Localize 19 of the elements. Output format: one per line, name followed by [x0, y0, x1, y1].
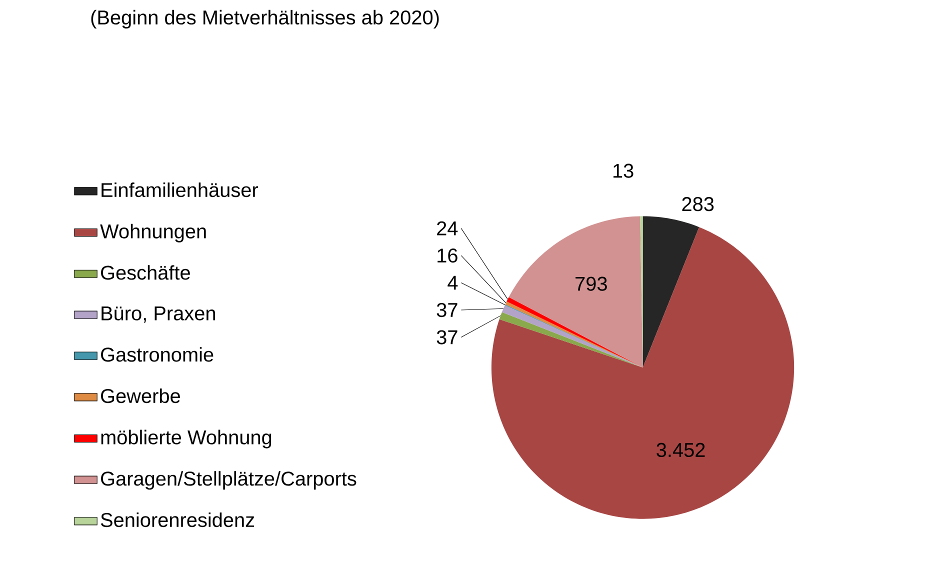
data-label: 16: [438, 248, 458, 263]
chart-title: (Beginn des Mietverhältnisses ab 2020): [91, 10, 439, 29]
data-label: 37: [436, 330, 458, 344]
legend-label: Seniorenresidenz: [100, 512, 254, 528]
legend-label: Wohnungen: [100, 224, 206, 242]
legend-label: möblierte Wohnung: [101, 430, 272, 448]
legend-label: Einfamilienhäuser: [102, 182, 258, 198]
data-label: 13: [613, 164, 634, 178]
legend-label: Gastronomie: [101, 347, 214, 362]
legend-label: Garagen/Stellplätze/Carports: [101, 471, 356, 490]
data-label: 37: [436, 303, 458, 318]
legend-label: Gewerbe: [101, 388, 180, 404]
legend-label: Büro, Praxen: [102, 306, 215, 323]
data-label: 283: [682, 197, 714, 212]
data-label: 4: [448, 276, 458, 290]
data-label: 793: [576, 276, 607, 291]
legend-label: Geschäfte: [101, 265, 190, 280]
data-label: 3.452: [656, 442, 705, 458]
data-label: 24: [437, 221, 458, 236]
